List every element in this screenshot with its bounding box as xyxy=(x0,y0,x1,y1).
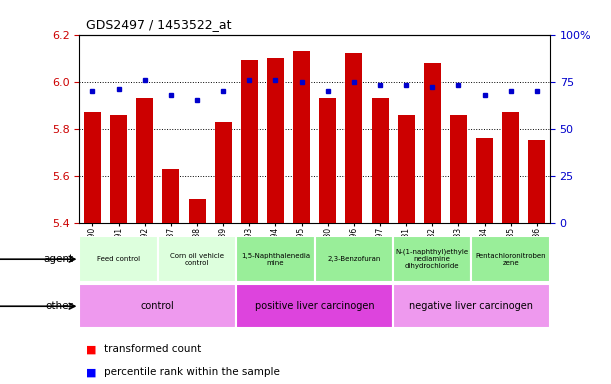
Text: other: other xyxy=(45,301,73,311)
Text: GDS2497 / 1453522_at: GDS2497 / 1453522_at xyxy=(86,18,231,31)
Bar xyxy=(236,284,393,328)
Bar xyxy=(476,138,493,223)
Bar xyxy=(293,51,310,223)
Text: N-(1-naphthyl)ethyle
nediamine
dihydrochloride: N-(1-naphthyl)ethyle nediamine dihydroch… xyxy=(396,249,469,270)
Bar xyxy=(472,236,550,282)
Bar xyxy=(241,60,258,223)
Text: control: control xyxy=(141,301,175,311)
Bar xyxy=(529,141,546,223)
Text: 2,3-Benzofuran: 2,3-Benzofuran xyxy=(327,256,381,262)
Text: ■: ■ xyxy=(86,367,96,377)
Bar xyxy=(502,112,519,223)
Bar xyxy=(189,199,205,223)
Bar xyxy=(315,236,393,282)
Text: Corn oil vehicle
control: Corn oil vehicle control xyxy=(170,253,224,266)
Text: percentile rank within the sample: percentile rank within the sample xyxy=(104,367,280,377)
Text: ■: ■ xyxy=(86,344,96,354)
Bar xyxy=(267,58,284,223)
Text: 1,5-Naphthalenedia
mine: 1,5-Naphthalenedia mine xyxy=(241,253,310,266)
Bar xyxy=(393,236,472,282)
Bar xyxy=(158,236,236,282)
Bar xyxy=(84,112,101,223)
Bar xyxy=(371,98,389,223)
Bar xyxy=(79,236,158,282)
Bar xyxy=(236,236,315,282)
Bar xyxy=(136,98,153,223)
Text: Feed control: Feed control xyxy=(97,256,140,262)
Bar xyxy=(424,63,441,223)
Bar xyxy=(398,114,415,223)
Bar xyxy=(393,284,550,328)
Text: negative liver carcinogen: negative liver carcinogen xyxy=(409,301,533,311)
Text: positive liver carcinogen: positive liver carcinogen xyxy=(255,301,375,311)
Bar xyxy=(110,114,127,223)
Bar xyxy=(163,169,180,223)
Bar xyxy=(214,122,232,223)
Bar xyxy=(450,114,467,223)
Bar xyxy=(345,53,362,223)
Text: agent: agent xyxy=(43,254,73,264)
Text: transformed count: transformed count xyxy=(104,344,201,354)
Bar xyxy=(79,284,236,328)
Bar xyxy=(319,98,336,223)
Text: Pentachloronitroben
zene: Pentachloronitroben zene xyxy=(475,253,546,266)
